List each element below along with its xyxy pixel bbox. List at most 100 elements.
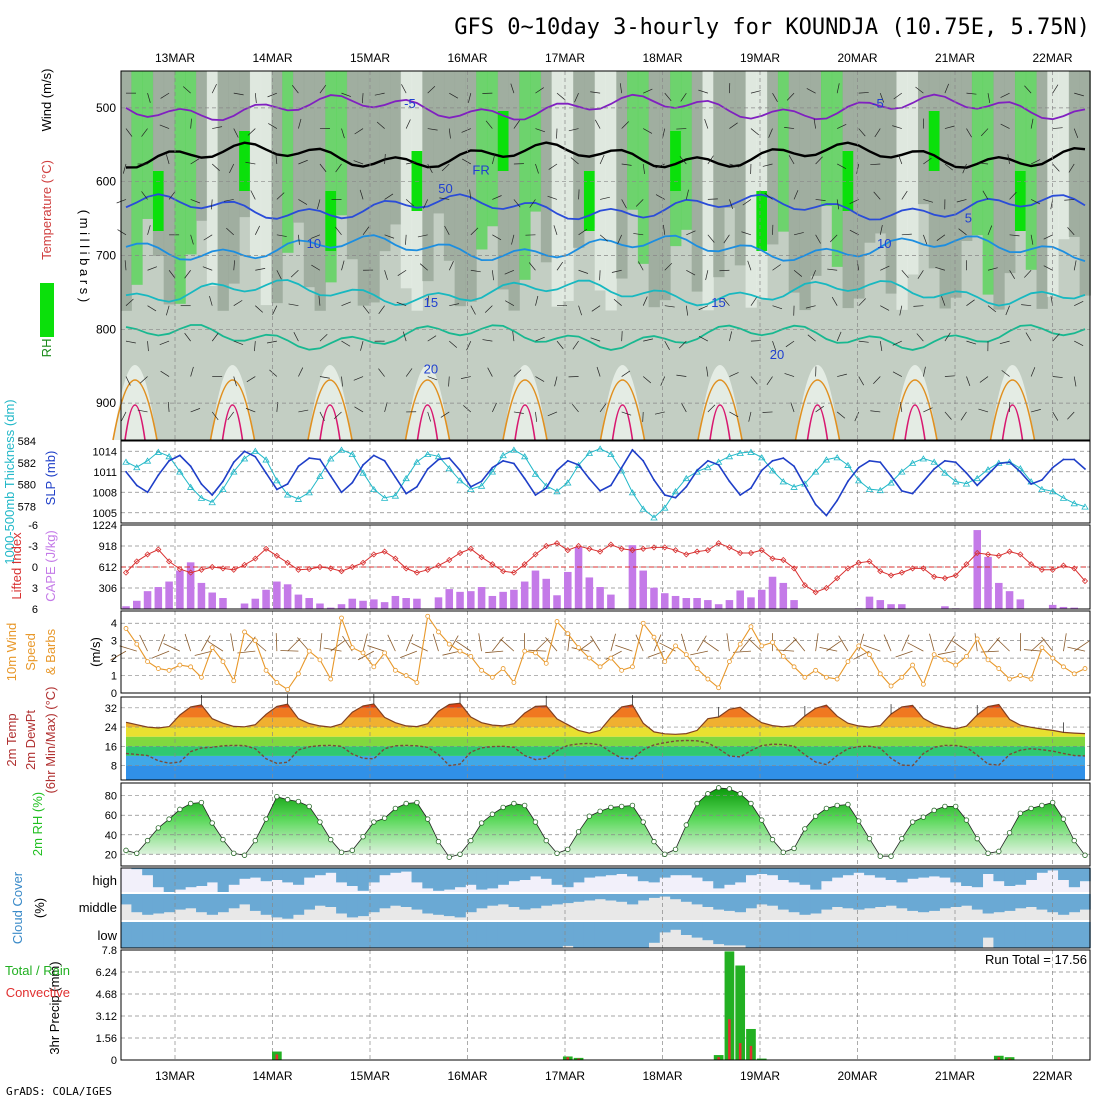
wind-barb [654, 411, 665, 415]
wind-barb [402, 331, 407, 342]
wind-barb [944, 635, 955, 652]
wind-speed-point [920, 681, 926, 687]
wind-barb [772, 92, 778, 102]
wind-barb [978, 408, 989, 413]
thickness-point [671, 488, 680, 495]
lifted-point [155, 546, 162, 553]
wind-barb [570, 157, 579, 165]
cloud-cell [950, 868, 962, 883]
wind-barb [837, 373, 847, 377]
cape-bar [316, 603, 324, 609]
wind-barb [139, 634, 148, 652]
slp-point [728, 480, 731, 483]
wind-barb [966, 92, 977, 95]
axis-label: (6hr Min/Max) (°C) [43, 686, 58, 793]
precip-total-bar [724, 951, 735, 1060]
cloud-cell [982, 922, 994, 938]
isotherm-25 [794, 379, 841, 441]
wind-barb [1064, 199, 1075, 201]
wind-barb [662, 128, 666, 139]
thickness-point [122, 458, 130, 465]
wind-barb [311, 264, 321, 271]
precip-total-bar [746, 1028, 756, 1060]
thickness-point [908, 459, 917, 466]
wind-barb [505, 300, 515, 306]
wind-barb [1052, 163, 1060, 172]
wind-barb [613, 298, 622, 306]
precip-total-bar [756, 1058, 767, 1060]
wind-barb [907, 642, 924, 652]
axis-label: 2m Temp [4, 713, 19, 766]
wind-barb [944, 332, 951, 342]
slp-point [189, 465, 192, 468]
cloud-cell [745, 922, 757, 948]
date-label: 14MAR [252, 1069, 292, 1083]
wind-barb [427, 163, 433, 173]
rh-band [454, 71, 466, 307]
wind-barb [591, 305, 601, 312]
rh-band [939, 71, 951, 309]
cape-bar [596, 587, 604, 609]
rh-point [823, 805, 830, 812]
rh-band [422, 71, 434, 282]
cloud-cell [993, 894, 1005, 913]
slp-point [556, 469, 558, 472]
wind-barb [353, 160, 364, 165]
cloud-cell [174, 894, 186, 910]
cloud-cell [260, 922, 272, 948]
temperature-area [126, 703, 1085, 780]
cloud-cell [1058, 894, 1070, 915]
wind-barb [384, 270, 388, 280]
wind-barb [547, 411, 558, 417]
slp-point [265, 472, 267, 475]
cloud-cell [239, 894, 251, 905]
wind-speed-point [931, 652, 937, 658]
wind-barb [996, 638, 1010, 652]
wind-barb [291, 85, 299, 94]
y-tick-label: 500 [96, 101, 116, 115]
wind-barb [621, 121, 629, 129]
wind-barb [147, 341, 149, 352]
cloud-cell [659, 868, 671, 878]
wind-barb [1067, 411, 1075, 420]
cloud-cell [691, 894, 703, 905]
cloud-cell [163, 868, 175, 892]
date-label: 16MAR [447, 1069, 487, 1083]
slp-point [1073, 458, 1076, 461]
cloud-cell [540, 922, 553, 948]
cloud-cell [961, 894, 973, 906]
rh-band [691, 71, 703, 292]
wind-speed-point [511, 680, 517, 685]
rh-plume [210, 365, 255, 440]
cloud-cell [756, 868, 768, 874]
rh-band [411, 151, 423, 211]
slp-point [803, 484, 806, 487]
cape-bar [650, 587, 658, 609]
wind-barb [427, 128, 438, 131]
wind-barb [469, 189, 472, 200]
thickness-label: 1000-500mb Thickness (dm) [2, 399, 17, 564]
wind-speed-point [500, 666, 506, 671]
thickness-point [370, 485, 378, 493]
panel-frame [120, 524, 1091, 610]
cloud-cell [389, 922, 402, 948]
wind-barb [1023, 649, 1042, 652]
slp-point [416, 485, 418, 488]
wind-barb [396, 301, 407, 307]
cloud-cell [993, 868, 1005, 882]
lifted-point [263, 545, 270, 552]
rh-band [228, 71, 240, 284]
y-tick-label: 700 [96, 249, 116, 263]
wind-barb [901, 233, 912, 236]
cloud-cell [357, 922, 369, 948]
rh-point [123, 847, 129, 854]
wind-barb [643, 88, 653, 94]
y-tick-label: 80 [105, 791, 117, 803]
cape-bar [240, 603, 249, 609]
cloud-cell [896, 894, 908, 909]
slp-point [437, 458, 440, 461]
thickness-point [973, 474, 981, 482]
cape-bar [510, 589, 518, 609]
thickness-point [585, 449, 594, 456]
